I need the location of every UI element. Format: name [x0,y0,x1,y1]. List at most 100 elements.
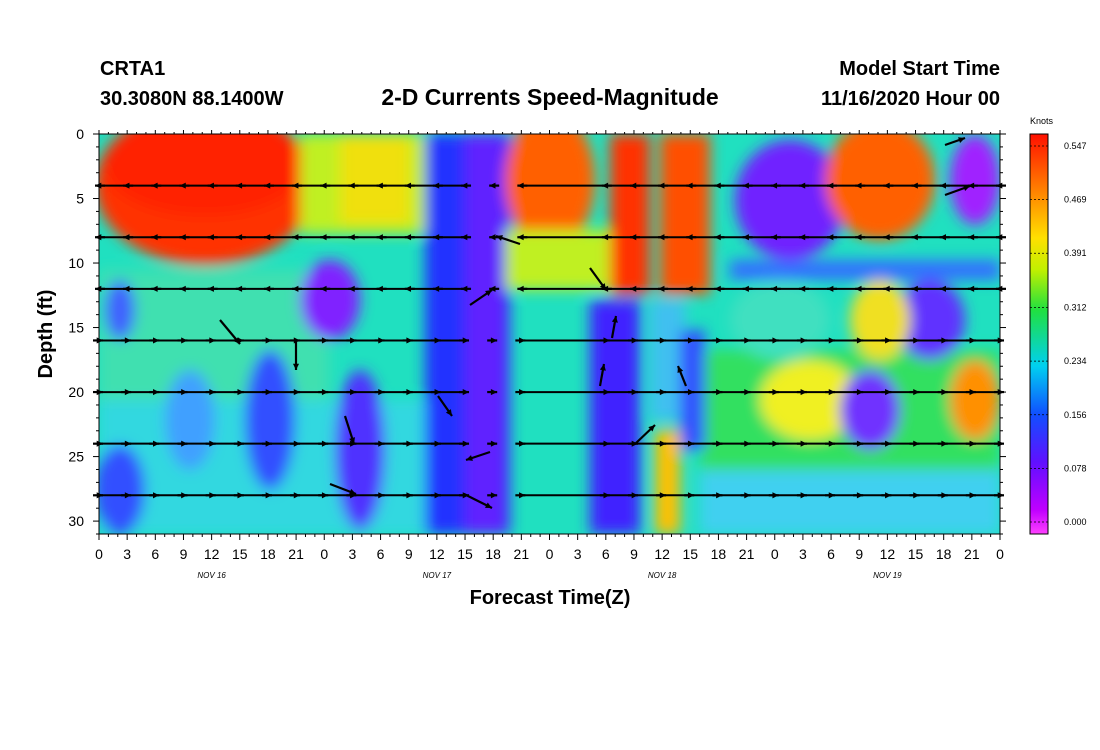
current-vector [292,342,300,370]
colorbar-tick-label: 0.312 [1064,303,1087,313]
current-vector [770,285,781,292]
current-vector [825,337,836,344]
current-vector [740,492,751,499]
current-vector [601,182,612,189]
current-vector [796,337,807,344]
current-vector [686,182,697,189]
current-vector [599,492,610,499]
current-vector [207,182,218,189]
current-vector [329,482,357,496]
current-vector [742,234,753,241]
current-vector [149,337,160,344]
current-vector [343,415,356,445]
x-tick-label: 12 [654,546,670,562]
current-vector [402,492,413,499]
current-vector [996,234,1006,241]
current-vector [93,440,103,447]
current-vector [768,492,779,499]
current-vector [712,492,723,499]
current-vector [261,389,272,396]
current-vector [937,337,948,344]
current-vector [374,440,385,447]
colorbar-tick-label: 0.391 [1064,248,1087,258]
current-vector [796,389,807,396]
current-vector [994,389,1004,396]
current-vector [179,285,190,292]
colorbar-tick-label: 0.469 [1064,195,1087,205]
current-vector [768,389,779,396]
current-vector [515,440,526,447]
x-axis: 0 3 6 9 12 15 18 21 0 3 6 9 12 15 18 21 0 3 6 9 12 15 18 21 0 3 6 9… [95,130,1004,580]
current-vector [263,234,274,241]
current-vector [346,337,357,344]
x-date-label: NOV 17 [423,571,452,580]
current-vector [996,285,1006,292]
current-vector [469,289,493,306]
model-start-label: Model Start Time [839,58,1000,80]
x-tick-label: 15 [232,546,248,562]
current-vector [742,182,753,189]
current-vector [177,337,188,344]
current-vector [376,234,387,241]
current-vector [740,389,751,396]
colorbar-tick-label: 0.234 [1064,356,1087,366]
current-vector [261,337,272,344]
current-vector [656,389,667,396]
x-date-label: NOV 19 [873,571,902,580]
current-vector [911,182,922,189]
current-vector [461,234,472,241]
current-vector [149,389,160,396]
x-tick-label: 12 [880,546,896,562]
x-tick-label: 9 [855,546,863,562]
current-vector [263,182,274,189]
current-vector [207,234,218,241]
current-vector [292,285,303,292]
x-tick-label: 0 [320,546,328,562]
current-vector [517,285,528,292]
current-vector [768,440,779,447]
current-vector [404,285,415,292]
x-tick-label: 21 [739,546,755,562]
colorbar-ticks: 0.547 0.469 0.391 0.312 0.234 0.156 0.078 0.000 [1030,141,1087,527]
current-vector [233,492,244,499]
current-vector [827,182,838,189]
x-tick-label: 9 [405,546,413,562]
y-axis: 0 5 10 15 20 25 30 [68,126,1006,535]
current-vector [374,337,385,344]
current-vector [374,389,385,396]
current-vector [515,492,526,499]
x-tick-label: 21 [288,546,304,562]
current-vector [853,389,864,396]
x-tick-label: 3 [799,546,807,562]
current-vector [177,492,188,499]
y-tick-label: 25 [68,449,84,465]
current-vector [461,182,472,189]
current-vector [994,337,1004,344]
x-tick-label: 12 [429,546,445,562]
current-vector [965,440,976,447]
current-vector [827,234,838,241]
current-vector [656,337,667,344]
x-date-label: NOV 16 [197,571,226,580]
current-vector [911,234,922,241]
current-vector [432,182,443,189]
current-vector [179,182,190,189]
current-vector [684,440,695,447]
x-tick-label: 9 [630,546,638,562]
current-vector [798,285,809,292]
x-tick-label: 6 [151,546,159,562]
current-vector [402,389,413,396]
current-vector [686,234,697,241]
current-vector [374,492,385,499]
current-vector [121,389,132,396]
current-vector [318,389,329,396]
current-vector [177,440,188,447]
current-vector [430,389,441,396]
current-vector [855,285,866,292]
current-vector [714,182,725,189]
current-vector [320,234,331,241]
current-vector [459,440,470,447]
current-vector [658,182,669,189]
x-tick-label: 18 [260,546,276,562]
